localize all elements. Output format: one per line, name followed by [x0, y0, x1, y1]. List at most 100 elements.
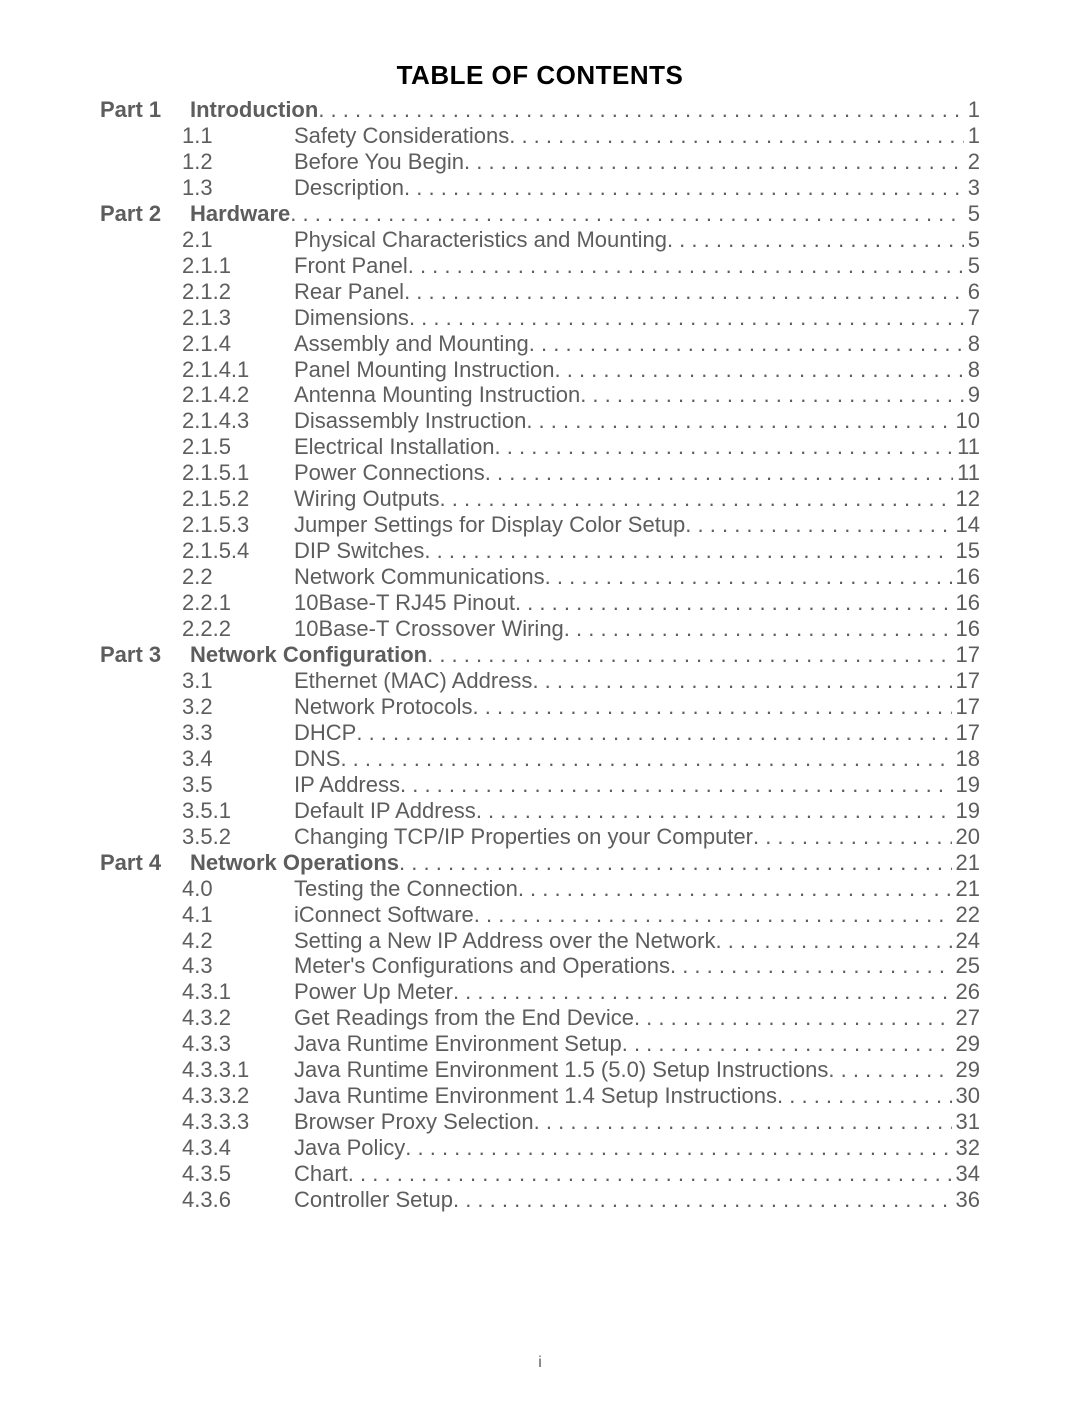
toc-leader-dots: [485, 460, 953, 486]
toc-entry-title: Wiring Outputs: [294, 486, 440, 512]
toc-page-number: 8: [964, 357, 980, 383]
toc-part-label: Part 1: [100, 97, 182, 123]
toc-entry-title: Jumper Settings for Display Color Setup: [294, 512, 685, 538]
toc-row: 4.3.3.1Java Runtime Environment 1.5 (5.0…: [100, 1057, 980, 1083]
toc-entry-number: 1.2: [182, 149, 294, 175]
toc-page-number: 17: [952, 694, 980, 720]
toc-row: 4.3.6Controller Setup36: [100, 1187, 980, 1213]
toc-leader-dots: [405, 1135, 951, 1161]
toc-entry-number: 2.2.2: [182, 616, 294, 642]
toc-page-number: 17: [952, 642, 980, 668]
toc-row: 2.1.2Rear Panel6: [100, 279, 980, 305]
toc-entry-number: 1.1: [182, 123, 294, 149]
toc-entry-number: 3.1: [182, 668, 294, 694]
toc-row: 4.3.3.3Browser Proxy Selection31: [100, 1109, 980, 1135]
toc-page-number: 8: [964, 331, 980, 357]
toc-entry-number: 4.3.4: [182, 1135, 294, 1161]
toc-leader-dots: [518, 876, 952, 902]
toc-page-number: 2: [964, 149, 980, 175]
toc-entry-title: Rear Panel: [294, 279, 404, 305]
toc-row: 4.3.2Get Readings from the End Device27: [100, 1005, 980, 1031]
toc-entry-number: 2.1.3: [182, 305, 294, 331]
toc-leader-dots: [509, 123, 964, 149]
toc-row: 2.1.5.4DIP Switches15: [100, 538, 980, 564]
toc-leader-dots: [777, 1083, 951, 1109]
toc-leader-dots: [545, 564, 952, 590]
toc-entry-number: 2.1.2: [182, 279, 294, 305]
toc-leader-dots: [400, 772, 952, 798]
toc-page-number: 26: [952, 979, 980, 1005]
toc-leader-dots: [555, 357, 964, 383]
toc-entry-number: 2.1: [182, 227, 294, 253]
toc-row: 1.3Description3: [100, 175, 980, 201]
toc-page-number: 12: [952, 486, 980, 512]
toc-row: 3.5.1Default IP Address19: [100, 798, 980, 824]
toc-leader-dots: [715, 928, 951, 954]
toc-entry-title: Browser Proxy Selection: [294, 1109, 534, 1135]
toc-row: 4.2Setting a New IP Address over the Net…: [100, 928, 980, 954]
toc-entry-number: 4.3.3.3: [182, 1109, 294, 1135]
toc-page-number: 5: [964, 227, 980, 253]
toc-entry-title: Java Runtime Environment Setup: [294, 1031, 622, 1057]
toc-row: Part 3Network Configuration17: [100, 642, 980, 668]
toc-row: Part 4Network Operations21: [100, 850, 980, 876]
toc-row: 3.2Network Protocols17: [100, 694, 980, 720]
toc-leader-dots: [634, 1005, 952, 1031]
toc-leader-dots: [318, 97, 963, 123]
toc-entry-number: 4.3.2: [182, 1005, 294, 1031]
toc-leader-dots: [427, 642, 951, 668]
toc-leader-dots: [404, 175, 964, 201]
toc-row: 2.1.4Assembly and Mounting8: [100, 331, 980, 357]
toc-entry-title: DIP Switches: [294, 538, 424, 564]
toc-entry-title: Ethernet (MAC) Address: [294, 668, 532, 694]
toc-entry-number: 2.1.5.1: [182, 460, 294, 486]
toc-page-number: 9: [964, 382, 980, 408]
toc-entry-title: Panel Mounting Instruction: [294, 357, 555, 383]
toc-page-number: 19: [952, 798, 980, 824]
toc-entry-number: 3.5: [182, 772, 294, 798]
toc-entry-number: 2.2: [182, 564, 294, 590]
toc-leader-dots: [409, 305, 964, 331]
toc-entry-title: Power Up Meter: [294, 979, 453, 1005]
toc-leader-dots: [753, 824, 952, 850]
toc-page-number: 16: [952, 616, 980, 642]
toc-entry-title: Controller Setup: [294, 1187, 453, 1213]
toc-entry-title: Java Runtime Environment 1.4 Setup Instr…: [294, 1083, 777, 1109]
toc-entry-title: Safety Considerations: [294, 123, 509, 149]
toc-entry-title: IP Address: [294, 772, 400, 798]
toc-entry-title: Network Protocols: [294, 694, 473, 720]
toc-page-number: 5: [964, 253, 980, 279]
toc-leader-dots: [453, 979, 952, 1005]
toc-entry-number: 4.3.6: [182, 1187, 294, 1213]
toc-page-number: 29: [952, 1057, 980, 1083]
toc-row: 4.3.3Java Runtime Environment Setup29: [100, 1031, 980, 1057]
toc-row: 2.1.3Dimensions7: [100, 305, 980, 331]
toc-entry-number: 2.1.4.2: [182, 382, 294, 408]
toc-leader-dots: [580, 382, 964, 408]
toc-entry-title: Network Communications: [294, 564, 545, 590]
toc-page-number: 5: [964, 201, 980, 227]
toc-row: 4.3.5Chart34: [100, 1161, 980, 1187]
toc-leader-dots: [424, 538, 951, 564]
toc-entry-title: Changing TCP/IP Properties on your Compu…: [294, 824, 753, 850]
toc-leader-dots: [290, 201, 963, 227]
toc-entry-number: 2.1.1: [182, 253, 294, 279]
toc-entry-title: Chart: [294, 1161, 348, 1187]
toc-entry-number: 3.3: [182, 720, 294, 746]
toc-row: 3.4DNS18: [100, 746, 980, 772]
toc-leader-dots: [534, 1109, 952, 1135]
toc-part-label: Part 3: [100, 642, 182, 668]
toc-entry-title: Meter's Configurations and Operations: [294, 953, 670, 979]
toc-page-number: 32: [952, 1135, 980, 1161]
toc-leader-dots: [515, 590, 952, 616]
toc-row: 2.2.110Base-T RJ45 Pinout16: [100, 590, 980, 616]
toc-leader-dots: [348, 1161, 952, 1187]
toc-page-number: 21: [952, 876, 980, 902]
toc-page-number: 16: [952, 590, 980, 616]
toc-part-label: Part 2: [100, 201, 182, 227]
toc-leader-dots: [453, 1187, 952, 1213]
toc-page-number: 27: [952, 1005, 980, 1031]
toc-page-number: 19: [952, 772, 980, 798]
toc-leader-dots: [356, 720, 951, 746]
toc-page-number: 17: [952, 668, 980, 694]
